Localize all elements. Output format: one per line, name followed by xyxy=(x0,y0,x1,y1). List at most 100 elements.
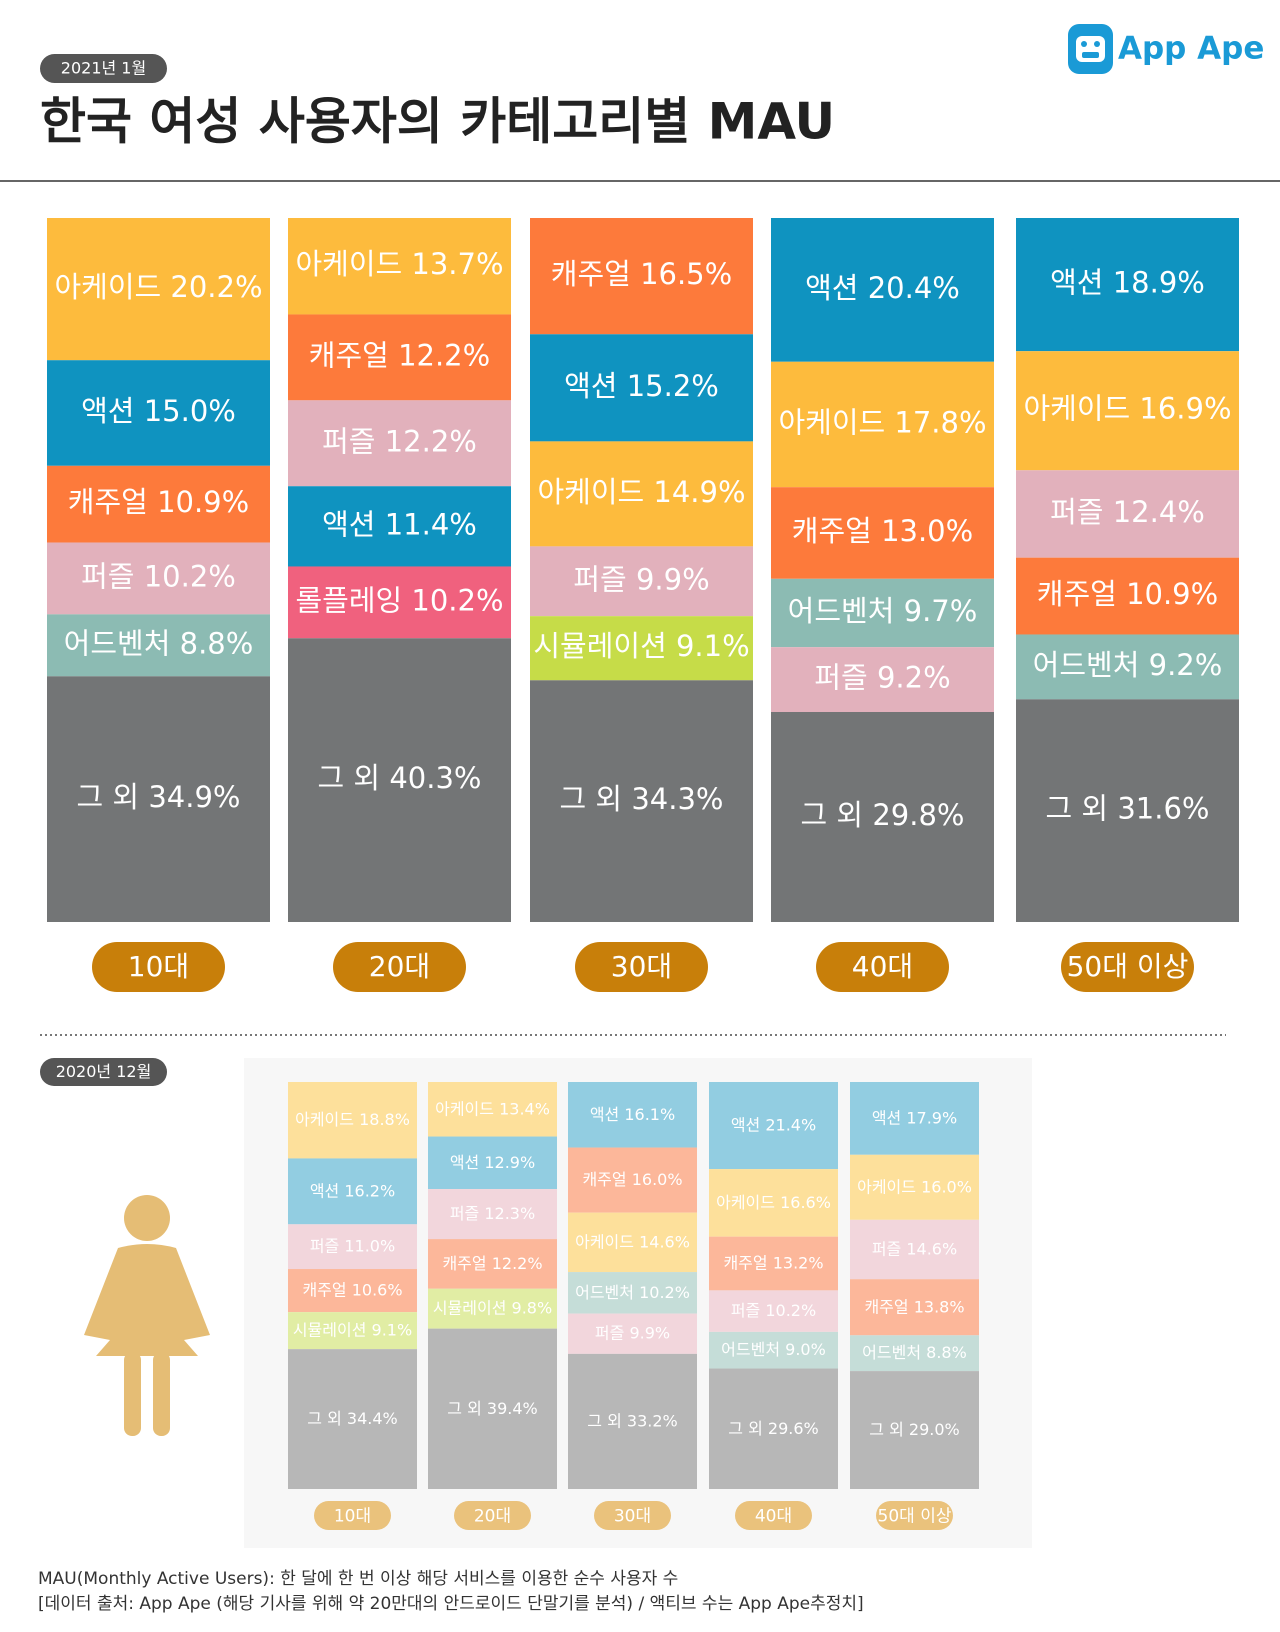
segment-name: 퍼즐 xyxy=(814,661,867,695)
bar-segment xyxy=(1016,634,1239,700)
segment-value: 14.6% xyxy=(639,1232,690,1251)
bar-segment xyxy=(850,1279,979,1336)
segment-name: 퍼즐 xyxy=(872,1239,901,1258)
segment-value: 34.9% xyxy=(148,780,240,814)
title: 한국 여성 사용자의 카테고리별 MAU xyxy=(40,93,835,151)
segment-value: 31.6% xyxy=(1117,792,1209,826)
bar-segment xyxy=(288,1312,417,1350)
segment-label: 퍼즐 12.4% xyxy=(1050,495,1205,529)
segment-label: 액션 21.4% xyxy=(731,1115,816,1134)
age-pill xyxy=(735,1501,812,1530)
bar-segment xyxy=(709,1082,838,1170)
segment-value: 20.4% xyxy=(868,271,960,305)
segment-name: 캐주얼 xyxy=(551,257,631,291)
segment-name: 액션 xyxy=(310,1181,339,1200)
segment-value: 14.6% xyxy=(906,1239,957,1258)
icon-head xyxy=(124,1195,170,1241)
segment-label: 퍼즐 11.0% xyxy=(310,1236,395,1255)
bar-segment xyxy=(288,1082,417,1159)
segment-name: 그 외 xyxy=(307,1409,342,1428)
date-pill xyxy=(40,1058,167,1086)
bar-segment xyxy=(288,1224,417,1270)
bar-segment xyxy=(568,1313,697,1354)
segment-label: 액션 16.1% xyxy=(590,1104,675,1123)
segment-name: 퍼즐 xyxy=(450,1204,479,1223)
segment-label: 액션 12.9% xyxy=(450,1152,535,1171)
segment-label: 캐주얼 12.2% xyxy=(309,338,490,372)
segment-name: 액션 xyxy=(322,507,375,541)
bar-segment xyxy=(568,1147,697,1213)
segment-label: 퍼즐 14.6% xyxy=(872,1239,957,1258)
segment-value: 9.8% xyxy=(512,1298,553,1317)
bar-segment xyxy=(47,360,270,466)
age-pill xyxy=(876,1501,953,1530)
segment-value: 9.0% xyxy=(785,1340,826,1359)
bar-segment xyxy=(709,1331,838,1369)
segment-name: 롤플레잉 xyxy=(295,583,402,617)
segment-label: 액션 17.9% xyxy=(872,1108,957,1127)
bar-segment xyxy=(771,361,994,488)
segment-value: 14.9% xyxy=(653,475,745,509)
bar-segment xyxy=(771,487,994,579)
segment-label: 그 외 34.9% xyxy=(77,780,241,814)
segment-label: 그 외 39.4% xyxy=(447,1398,537,1417)
bar-segment xyxy=(288,638,511,922)
bar-segment xyxy=(850,1371,979,1489)
segment-value: 9.2% xyxy=(877,661,951,695)
segment-label: 액션 18.9% xyxy=(1050,266,1205,300)
segment-label: 아케이드 14.9% xyxy=(537,475,745,509)
segment-name: 액션 xyxy=(805,271,858,305)
segment-label: 액션 16.2% xyxy=(310,1181,395,1200)
segment-label: 그 외 40.3% xyxy=(318,761,482,795)
segment-name: 어드벤처 xyxy=(575,1282,634,1301)
segment-value: 39.4% xyxy=(487,1398,538,1417)
segment-value: 8.8% xyxy=(926,1343,967,1362)
segment-name: 액션 xyxy=(564,369,617,403)
segment-label: 퍼즐 10.2% xyxy=(81,559,236,593)
segment-value: 33.2% xyxy=(627,1411,678,1430)
bar-segment xyxy=(568,1272,697,1314)
segment-value: 16.0% xyxy=(921,1177,972,1196)
segment-value: 9.9% xyxy=(636,562,710,596)
segment-name: 그 외 xyxy=(77,780,140,814)
segment-label: 어드벤처 9.7% xyxy=(788,594,978,628)
segment-name: 어드벤처 xyxy=(862,1343,921,1362)
segment-name: 어드벤처 xyxy=(721,1340,780,1359)
segment-name: 퍼즐 xyxy=(81,559,134,593)
segment-name: 그 외 xyxy=(869,1420,904,1439)
segment-name: 어드벤처 xyxy=(64,626,171,660)
logo-eye xyxy=(1094,41,1100,47)
segment-name: 액션 xyxy=(590,1104,619,1123)
age-label: 10대 xyxy=(128,950,189,983)
segment-label: 퍼즐 9.9% xyxy=(573,562,709,596)
bar-segment xyxy=(709,1290,838,1332)
segment-name: 아케이드 xyxy=(575,1232,634,1251)
segment-label: 아케이드 17.8% xyxy=(778,405,986,439)
segment-name: 캐주얼 xyxy=(302,1280,346,1299)
bar-segment xyxy=(850,1082,979,1155)
bar-segment xyxy=(771,218,994,362)
segment-value: 10.6% xyxy=(352,1280,403,1299)
bar-segment xyxy=(771,578,994,648)
segment-label: 아케이드 20.2% xyxy=(54,270,262,304)
segment-value: 9.1% xyxy=(372,1320,413,1339)
date-label: 2020년 12월 xyxy=(56,1062,152,1081)
icon-leg xyxy=(124,1352,141,1436)
segment-value: 17.9% xyxy=(906,1108,957,1127)
segment-label: 캐주얼 10.9% xyxy=(1037,577,1218,611)
bar-segment xyxy=(530,546,753,617)
bar-segment xyxy=(428,1189,557,1240)
bar-segment xyxy=(428,1328,557,1489)
bar-segment xyxy=(850,1219,979,1280)
segment-value: 12.2% xyxy=(398,338,490,372)
segment-label: 퍼즐 12.2% xyxy=(322,424,477,458)
age-pill xyxy=(92,942,225,992)
segment-name: 퍼즐 xyxy=(595,1323,624,1342)
icon-leg xyxy=(153,1352,170,1436)
bar-segment xyxy=(288,400,511,487)
segment-name: 캐주얼 xyxy=(68,485,148,519)
age-label: 30대 xyxy=(611,950,672,983)
segment-label: 아케이드 16.6% xyxy=(716,1192,831,1211)
age-pill xyxy=(1061,942,1194,992)
